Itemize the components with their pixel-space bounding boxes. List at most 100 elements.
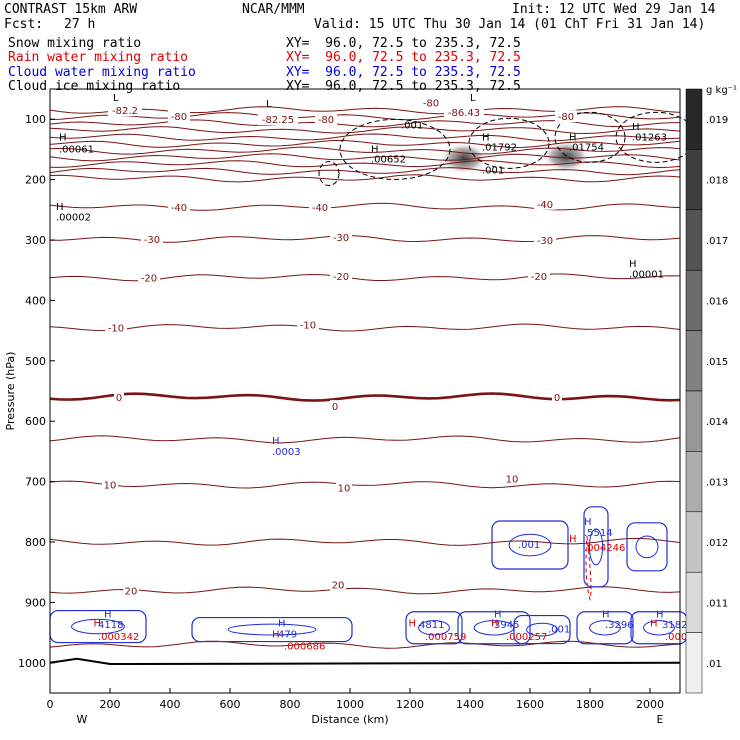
isotherm-line [49, 392, 681, 402]
y-tick-label-9: 1000 [18, 657, 46, 670]
annotation-blue-7: H [278, 619, 286, 630]
y-tick-label-4: 500 [25, 355, 46, 368]
colorbar-label-6: .013 [706, 478, 728, 489]
annotation-blue-11: 3945 [494, 620, 519, 631]
temp-label-6: -80 [558, 112, 574, 123]
annotation-red-9: .000257 [506, 632, 547, 643]
annotation-red-1: .004246 [584, 543, 625, 554]
cloud-water-inner-4 [526, 622, 558, 637]
temp-label-bg-17 [297, 318, 319, 331]
temp-label-bg-21 [102, 478, 118, 491]
cloud-water-inner-0 [71, 618, 125, 635]
annotation-blue-13: H [602, 610, 610, 621]
cloud-ice-contour-4 [318, 161, 340, 187]
fcst-label: Fcst: [4, 17, 44, 32]
isotherm-line [49, 480, 681, 489]
title-left: CONTRAST 15km ARW [4, 2, 138, 17]
temp-label-10: -30 [144, 235, 160, 246]
isotherm-line [49, 126, 681, 135]
annotation-blue-16: 3182 [662, 620, 687, 631]
annotation-black-17: .001 [401, 120, 423, 131]
y-tick-label-2: 300 [25, 234, 46, 247]
annotation-blue-12: .001 [548, 625, 570, 636]
x-tick-label-6: 1200 [396, 698, 424, 711]
annotation-red-0: H [569, 534, 577, 545]
temp-label-bg-3 [315, 113, 337, 126]
temp-label-0: -82.2 [112, 106, 138, 117]
field-cloud-ice-xy: XY= 96.0, 72.5 to 235.3, 72.5 [286, 79, 521, 94]
temp-label-5: -86.43 [448, 108, 480, 119]
temp-label-8: -40 [312, 203, 328, 214]
temp-label-bg-23 [504, 472, 520, 485]
annotation-black-5: H [371, 144, 379, 155]
temp-label-9: -40 [537, 200, 553, 211]
cloud-water-contour-7 [491, 520, 569, 570]
colorbar-label-8: .011 [706, 598, 728, 609]
x-end-label-right: E [657, 713, 664, 726]
temp-label-bg-13 [138, 271, 160, 284]
annotation-blue-4: .001 [518, 540, 540, 551]
temp-label-1: -80 [171, 112, 187, 123]
cloud-water-inner-2 [418, 620, 450, 636]
temp-label-11: -30 [333, 233, 349, 244]
temp-label-bg-9 [534, 197, 556, 210]
x-tick-label-5: 1000 [336, 698, 364, 711]
colorbar-cell-1 [685, 149, 703, 211]
annotation-black-16: .00001 [629, 269, 664, 280]
field-cloud-water-name: Cloud water mixing ratio [8, 65, 196, 80]
colorbar-label-7: .012 [706, 538, 728, 549]
field-rain-xy: XY= 96.0, 72.5 to 235.3, 72.5 [286, 50, 521, 65]
annotation-blue-1: .0003 [272, 447, 301, 458]
temp-label-19: 0 [332, 402, 338, 413]
x-tick-label-4: 800 [280, 698, 301, 711]
isotherm-line [49, 167, 681, 176]
cloud-water-contour-4 [513, 614, 571, 645]
annotation-red-8: H [491, 619, 499, 630]
field-cloud-water-xy: XY= 96.0, 72.5 to 235.3, 72.5 [286, 65, 521, 80]
temp-label-22: 10 [338, 484, 351, 495]
annotation-blue-6: 4118 [98, 620, 123, 631]
temp-label-24: 20 [125, 586, 138, 597]
annotation-red-2: H [94, 619, 102, 630]
cloud-water-inner-6 [643, 620, 675, 636]
annotation-red-5: .000686 [284, 642, 325, 653]
colorbar-cell-0 [685, 88, 703, 150]
plot-frame [49, 88, 681, 694]
y-tick-label-1: 200 [25, 174, 46, 187]
temp-label-bg-18 [114, 391, 124, 404]
colorbar-cell-8 [685, 571, 703, 633]
temp-label-20: 0 [554, 393, 560, 404]
annotation-blue-2: H [584, 517, 592, 528]
cloud-water-contour-9 [626, 522, 668, 572]
temp-label-bg-5 [444, 105, 484, 118]
temp-label-bg-2 [258, 113, 298, 126]
field-snow-xy: XY= 96.0, 72.5 to 235.3, 72.5 [286, 36, 521, 51]
x-tick-label-0: 0 [47, 698, 54, 711]
annotation-black-18: .001 [482, 166, 504, 177]
x-tick-label-7: 1400 [456, 698, 484, 711]
temp-label-16: -10 [108, 324, 124, 335]
colorbar-cell-2 [685, 209, 703, 271]
isotherm-line [49, 586, 681, 595]
temp-label-bg-15 [528, 270, 550, 283]
isotherm-line [49, 537, 681, 546]
isotherm-line [49, 640, 681, 649]
x-tick-label-2: 400 [160, 698, 181, 711]
x-tick-label-8: 1600 [516, 698, 544, 711]
valid-time: Valid: 15 UTC Thu 30 Jan 14 (01 ChT Fri … [314, 17, 706, 32]
annotation-red-6: H [409, 619, 417, 630]
y-tick-label-3: 400 [25, 294, 46, 307]
temp-label-bg-7 [168, 200, 190, 213]
temp-label-23: 10 [506, 475, 519, 486]
temp-label-12: -30 [537, 236, 553, 247]
annotation-blue-8: 479 [278, 629, 297, 640]
rain-water-contour [585, 535, 592, 602]
annotation-blue-14: .3296 [605, 620, 634, 631]
field-cloud-ice-name: Cloud ice mixing ratio [8, 79, 181, 94]
temp-label-25: 20 [332, 580, 345, 591]
y-tick-label-7: 800 [25, 536, 46, 549]
annotation-black-6: .00652 [371, 155, 406, 166]
annotation-blue-0: H [272, 436, 280, 447]
isotherm-line [49, 160, 681, 169]
